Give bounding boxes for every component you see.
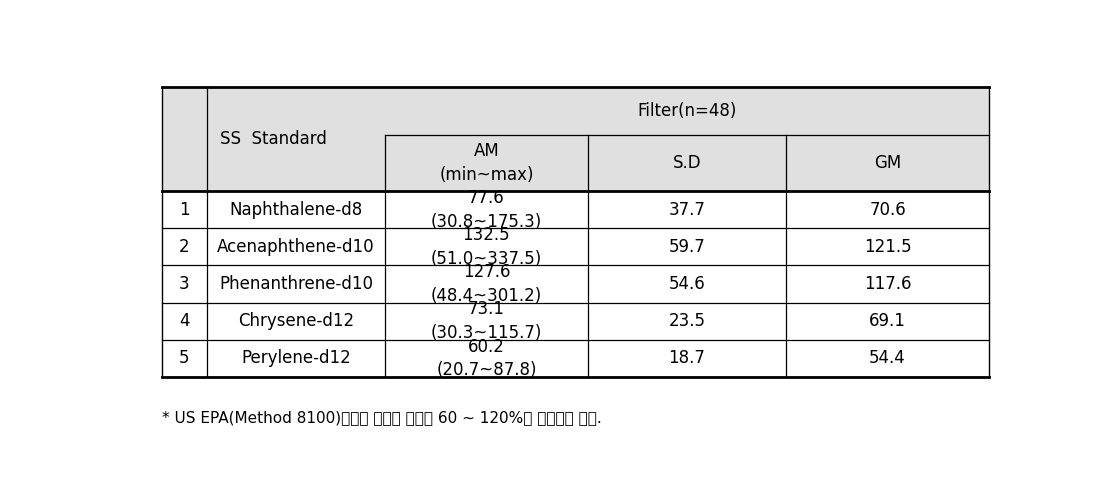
Text: 37.7: 37.7 [669, 201, 706, 219]
Bar [385, 340, 588, 377]
Bar [207, 229, 385, 265]
Bar [588, 265, 786, 302]
Text: 117.6: 117.6 [864, 275, 912, 293]
Bar [161, 191, 207, 229]
Text: Chrysene-d12: Chrysene-d12 [239, 312, 354, 330]
Text: 1: 1 [179, 201, 189, 219]
Bar [161, 229, 207, 265]
Text: 59.7: 59.7 [669, 238, 706, 256]
Bar [588, 191, 786, 229]
Text: Acenaphthene-d10: Acenaphthene-d10 [217, 238, 375, 256]
Bar [207, 191, 385, 229]
Text: 4: 4 [179, 312, 189, 330]
Text: 127.6
(48.4~301.2): 127.6 (48.4~301.2) [431, 263, 542, 305]
Text: GM: GM [874, 154, 902, 172]
Text: 69.1: 69.1 [869, 312, 906, 330]
Bar [385, 191, 588, 229]
Text: SS  Standard: SS Standard [220, 130, 327, 148]
Text: Naphthalene-d8: Naphthalene-d8 [230, 201, 363, 219]
Text: * US EPA(Method 8100)에서는 회수율 범위를 60 ~ 120%를 만족해야 한다.: * US EPA(Method 8100)에서는 회수율 범위를 60 ~ 12… [161, 410, 601, 425]
Bar [786, 302, 989, 340]
Bar [161, 87, 385, 191]
Text: 73.1
(30.3~115.7): 73.1 (30.3~115.7) [431, 300, 542, 342]
Text: 23.5: 23.5 [669, 312, 706, 330]
Text: S.D: S.D [673, 154, 701, 172]
Text: 121.5: 121.5 [864, 238, 912, 256]
Bar [588, 302, 786, 340]
Bar [588, 229, 786, 265]
Bar [786, 135, 989, 191]
Bar [786, 191, 989, 229]
Bar [161, 265, 207, 302]
Bar [161, 340, 207, 377]
Bar [385, 87, 989, 135]
Text: 5: 5 [179, 349, 189, 367]
Bar [385, 229, 588, 265]
Text: 2: 2 [179, 238, 189, 256]
Text: 77.6
(30.8~175.3): 77.6 (30.8~175.3) [431, 189, 542, 231]
Text: 70.6: 70.6 [869, 201, 906, 219]
Text: 60.2
(20.7~87.8): 60.2 (20.7~87.8) [436, 337, 536, 379]
Bar [588, 340, 786, 377]
Text: 54.6: 54.6 [669, 275, 706, 293]
Bar [207, 265, 385, 302]
Bar [786, 340, 989, 377]
Text: 54.4: 54.4 [869, 349, 906, 367]
Bar [786, 265, 989, 302]
Text: Filter(n=48): Filter(n=48) [637, 102, 737, 120]
Bar [161, 302, 207, 340]
Text: AM
(min~max): AM (min~max) [439, 142, 533, 184]
Text: Phenanthrene-d10: Phenanthrene-d10 [220, 275, 373, 293]
Bar [207, 302, 385, 340]
Text: 18.7: 18.7 [669, 349, 706, 367]
Bar [385, 135, 588, 191]
Bar [207, 340, 385, 377]
Bar [588, 135, 786, 191]
Bar [385, 302, 588, 340]
Text: Perylene-d12: Perylene-d12 [241, 349, 351, 367]
Text: 132.5
(51.0~337.5): 132.5 (51.0~337.5) [431, 226, 542, 267]
Text: 3: 3 [179, 275, 189, 293]
Bar [385, 265, 588, 302]
Bar [786, 229, 989, 265]
